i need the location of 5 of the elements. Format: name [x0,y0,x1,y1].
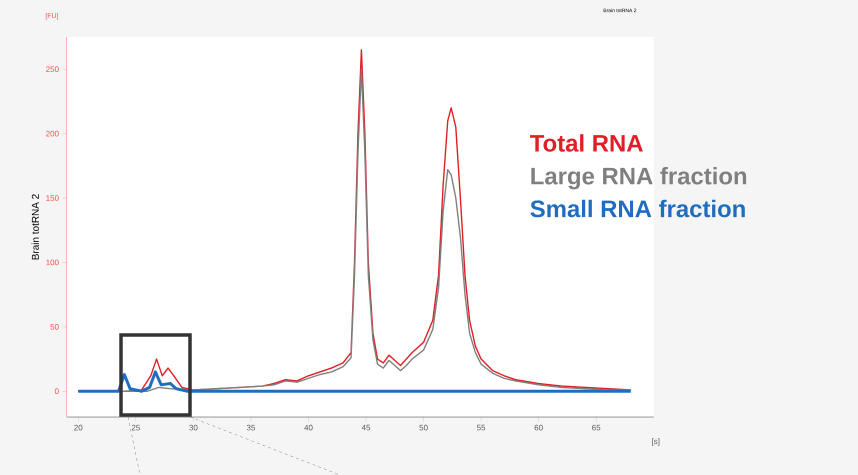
line-series [76,370,632,393]
text: Total RNA [530,134,643,152]
y-axis-title: Brain totRNA 2 [32,194,39,260]
text: Large RNA fraction [531,166,746,190]
text: Small RNA fraction [530,200,745,218]
